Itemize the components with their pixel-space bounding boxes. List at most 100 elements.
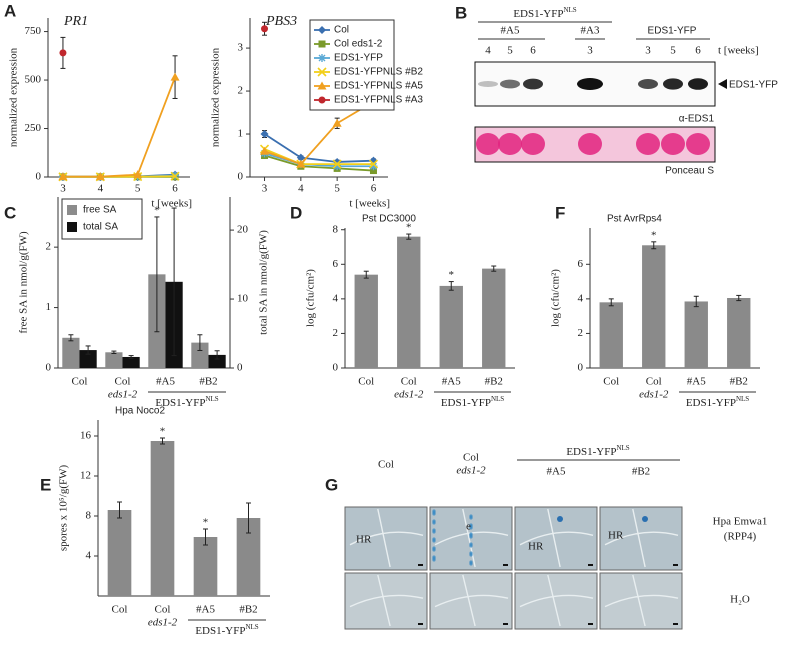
column-header-main: EDS1-YFP bbox=[566, 446, 616, 458]
marker bbox=[318, 54, 326, 62]
panel-label: A bbox=[4, 1, 16, 20]
leaf-vein bbox=[519, 574, 594, 627]
stain-spot bbox=[469, 553, 473, 557]
micrograph bbox=[514, 572, 598, 630]
y-tick-label: 1 bbox=[238, 128, 244, 140]
error-bar bbox=[117, 501, 122, 519]
y-tick-label: 0 bbox=[46, 362, 52, 374]
legend-label: EDS1-YFP bbox=[334, 53, 383, 64]
stain-label: Ponceau S bbox=[665, 166, 714, 177]
error-bar bbox=[651, 241, 657, 250]
ponceau-band bbox=[578, 133, 602, 155]
micrograph-label: HR bbox=[608, 530, 624, 542]
y-tick-label: 2 bbox=[238, 85, 244, 97]
x-tick-label: #A5 bbox=[196, 604, 215, 616]
column-label: Col bbox=[463, 452, 479, 464]
micrograph bbox=[514, 506, 598, 571]
y-tick-label: 1 bbox=[46, 301, 52, 313]
scale-bar bbox=[418, 564, 423, 566]
error-bar bbox=[68, 334, 74, 342]
group-label-sup: NLS bbox=[205, 395, 218, 403]
ponceau-band bbox=[636, 133, 660, 155]
antibody-label: α-EDS1 bbox=[679, 114, 715, 125]
timepoint: 5 bbox=[507, 45, 513, 57]
y-tick-label: 0 bbox=[578, 362, 584, 374]
micrograph bbox=[599, 506, 683, 571]
stain-spot bbox=[469, 526, 473, 530]
micrograph bbox=[344, 572, 428, 630]
blot-header-main: EDS1-YFP bbox=[513, 8, 563, 20]
y-axis-label: log (cfu/cm²) bbox=[305, 269, 317, 327]
error-bar bbox=[736, 294, 742, 302]
bar bbox=[79, 350, 97, 368]
timepoint: 3 bbox=[587, 45, 593, 57]
marker bbox=[260, 130, 269, 139]
marker bbox=[260, 146, 270, 155]
significance: * bbox=[160, 426, 166, 438]
scale-bar bbox=[588, 564, 593, 566]
stain-spot bbox=[432, 530, 436, 534]
x-tick-label: #B2 bbox=[485, 376, 503, 388]
band bbox=[688, 78, 708, 90]
y-tick-label: 8 bbox=[86, 510, 92, 522]
y-tick-label: 6 bbox=[333, 258, 339, 270]
bar bbox=[439, 285, 463, 368]
y-tick-label: 8 bbox=[333, 223, 339, 235]
group-label-sup: NLS bbox=[245, 623, 258, 631]
y-tick-label: 3 bbox=[238, 42, 244, 54]
marker bbox=[133, 170, 143, 179]
micrograph-label: HR bbox=[356, 534, 372, 546]
marker bbox=[318, 96, 326, 104]
marker bbox=[369, 162, 378, 171]
y-axis-label: normalized expression bbox=[8, 47, 20, 147]
group-label-main: EDS1-YFP bbox=[195, 625, 245, 637]
significance: * bbox=[203, 517, 209, 529]
legend-label: total SA bbox=[83, 222, 118, 233]
error-bar bbox=[111, 350, 117, 354]
group-label-main: EDS1-YFP bbox=[155, 397, 205, 409]
error-bar bbox=[608, 298, 614, 307]
time-label: t [weeks] bbox=[718, 45, 759, 57]
x-axis-label: t [weeks] bbox=[151, 198, 192, 210]
bar bbox=[208, 354, 226, 368]
group-label-main: EDS1-YFP bbox=[441, 397, 491, 409]
series-line bbox=[264, 101, 374, 166]
band bbox=[523, 78, 543, 90]
x-tick-label: Col bbox=[358, 376, 374, 388]
x-tick-label: eds1-2 bbox=[108, 389, 138, 401]
x-tick-label: #B2 bbox=[730, 376, 748, 388]
significance: * bbox=[449, 269, 455, 281]
control-label: EDS1-YFP bbox=[648, 26, 697, 37]
marker bbox=[58, 172, 68, 181]
bar bbox=[482, 268, 506, 368]
stain-spot bbox=[432, 548, 436, 552]
marker bbox=[332, 118, 342, 127]
marker bbox=[170, 171, 180, 181]
marker bbox=[369, 167, 377, 175]
series-line bbox=[264, 154, 374, 172]
bar bbox=[105, 352, 123, 368]
x-tick-label: 5 bbox=[135, 183, 141, 195]
ponceau-band bbox=[476, 133, 500, 155]
stain-spot bbox=[432, 521, 436, 525]
y-tick-label: 12 bbox=[80, 470, 91, 482]
series-line bbox=[264, 133, 374, 163]
series-line bbox=[264, 152, 374, 168]
x-tick-label: #B2 bbox=[239, 604, 257, 616]
significance: * bbox=[154, 204, 160, 216]
error-bar bbox=[491, 265, 497, 272]
bar bbox=[397, 236, 421, 368]
legend-label: free SA bbox=[83, 205, 117, 216]
timepoint: 6 bbox=[530, 45, 536, 57]
y-tick-label: 500 bbox=[25, 74, 42, 86]
marker bbox=[368, 159, 379, 169]
group-label-sup: NLS bbox=[736, 395, 749, 403]
x-tick-label: #A5 bbox=[687, 376, 706, 388]
x-tick-label: eds1-2 bbox=[148, 617, 178, 629]
stain-spot bbox=[642, 516, 648, 522]
error-bar bbox=[160, 437, 165, 445]
marker bbox=[317, 67, 327, 77]
leaf-vein bbox=[519, 508, 594, 568]
panel-label: F bbox=[555, 203, 565, 222]
x-tick-label: 5 bbox=[334, 183, 340, 195]
